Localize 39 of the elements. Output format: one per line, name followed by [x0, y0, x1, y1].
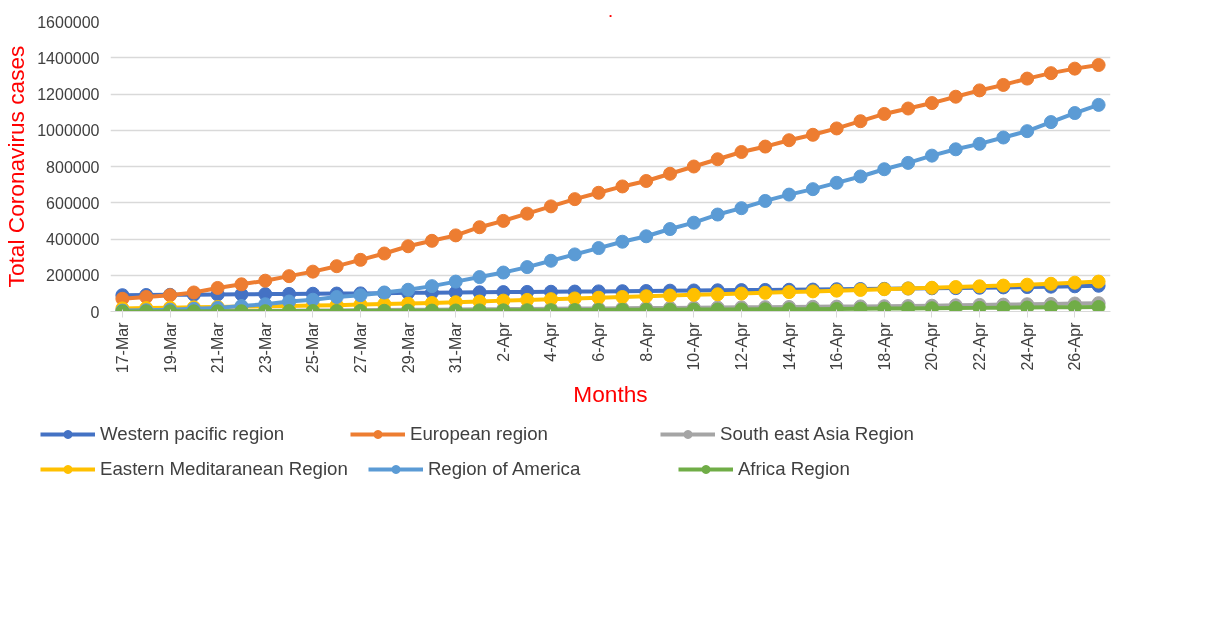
- x-tick-label: 4-Apr: [542, 321, 560, 362]
- x-tick-label: 29-Mar: [399, 321, 417, 374]
- x-tick-label: 21-Mar: [209, 321, 227, 374]
- x-tick-label: 31-Mar: [447, 321, 465, 374]
- y-tick-label: 1000000: [37, 122, 100, 140]
- y-tick-label: 400000: [46, 231, 100, 248]
- legend-label: Region of America: [427, 458, 582, 480]
- y-tick-label: 600000: [46, 194, 100, 212]
- legend-label: European region: [410, 423, 549, 445]
- chart-title: .: [608, 4, 613, 20]
- y-axis-title: Total Coronavirus cases: [3, 45, 30, 288]
- x-tick-label: 24-Apr: [1018, 321, 1036, 371]
- x-tick-label: 12-Apr: [732, 321, 750, 371]
- legend-label: Western pacific region: [100, 423, 286, 445]
- x-tick-label: 18-Apr: [875, 321, 893, 371]
- x-tick-label: 25-Mar: [304, 321, 322, 374]
- x-tick-label: 26-Apr: [1066, 321, 1084, 371]
- y-tick-label: 0: [90, 303, 100, 321]
- y-tick-label: 1200000: [37, 86, 100, 103]
- x-tick-label: 19-Mar: [161, 321, 179, 374]
- y-tick-label: 1400000: [37, 49, 100, 67]
- x-tick-label: 20-Apr: [923, 321, 941, 371]
- x-axis-title: Months: [573, 381, 648, 408]
- y-tick-label: 800000: [46, 158, 100, 176]
- x-tick-label: 8-Apr: [637, 321, 655, 362]
- x-tick-label: 23-Mar: [256, 321, 274, 374]
- legend-label: South east Asia Region: [720, 423, 915, 445]
- x-tick-label: 16-Apr: [828, 321, 846, 371]
- legend-label: Africa Region: [737, 458, 851, 480]
- y-tick-label: 1600000: [37, 13, 100, 31]
- x-tick-label: 27-Mar: [352, 321, 369, 374]
- x-tick-label: 14-Apr: [780, 321, 798, 371]
- x-tick-label: 10-Apr: [685, 321, 703, 371]
- legend-label: Eastern Meditaranean Region: [100, 458, 348, 480]
- x-tick-label: 22-Apr: [971, 321, 989, 371]
- x-tick-label: 6-Apr: [590, 321, 608, 362]
- x-tick-label: 17-Mar: [113, 321, 131, 374]
- x-tick-label: 2-Apr: [494, 321, 512, 362]
- y-tick-label: 200000: [46, 267, 100, 285]
